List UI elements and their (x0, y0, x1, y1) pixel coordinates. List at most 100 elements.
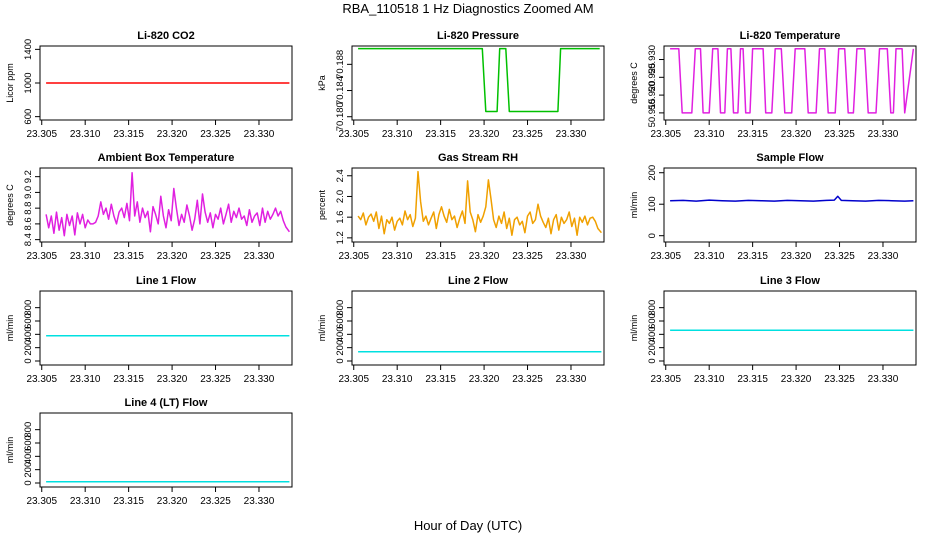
x-tick-label: 23.325 (824, 374, 855, 385)
chart-panel: Sample Flow 23.305 23.310 23.315 23.320 23.32… (629, 152, 917, 262)
x-tick-label: 23.325 (200, 374, 231, 385)
y-tick-label: 200 (335, 340, 346, 356)
chart-title: Sample Flow (756, 152, 824, 164)
y-tick-label: 0 (23, 358, 34, 363)
figure-xlabel: Hour of Day (UTC) (413, 518, 523, 533)
y-tick-label: 0 (647, 233, 658, 238)
y-tick-label: 0 (23, 480, 34, 485)
y-tick-label: 400 (23, 326, 34, 342)
x-tick-label: 23.315 (425, 129, 456, 140)
y-tick-label: 600 (335, 313, 346, 329)
x-tick-label: 23.310 (694, 251, 725, 262)
y-axis-label: ml/min (317, 315, 327, 342)
chart-title: Line 1 Flow (136, 275, 196, 287)
x-tick-label: 23.320 (157, 251, 188, 262)
x-tick-label: 23.330 (556, 251, 587, 262)
chart-panel: Ambient Box Temperature 23.305 23.310 23.31… (5, 152, 293, 262)
x-tick-label: 23.305 (650, 129, 681, 140)
x-tick-label: 23.325 (200, 129, 231, 140)
y-tick-label: 800 (647, 300, 658, 316)
y-tick-label: 100 (647, 196, 658, 212)
chart-panel: Line 3 Flow 23.305 23.310 23.315 23.320 23.32… (629, 275, 917, 385)
plot-frame (351, 290, 605, 366)
plot-frame (39, 290, 293, 366)
x-tick-label: 23.310 (382, 374, 413, 385)
y-tick-label: 9.2 (23, 170, 34, 183)
x-tick-label: 23.330 (556, 129, 587, 140)
y-tick-label: 400 (23, 448, 34, 464)
x-tick-label: 23.315 (425, 374, 456, 385)
y-tick-label: 600 (23, 313, 34, 329)
y-tick-label: 1.2 (335, 231, 346, 244)
y-tick-label: 8.8 (23, 202, 34, 215)
y-axis-label: percent (317, 189, 327, 220)
y-tick-label: 400 (335, 326, 346, 342)
figure-title: RBA_110518 1 Hz Diagnostics Zoomed AM (342, 1, 594, 16)
y-tick-label: 600 (23, 109, 34, 125)
x-tick-label: 23.320 (469, 251, 500, 262)
y-axis-label: kPa (317, 75, 327, 91)
y-axis-label: ml/min (629, 192, 639, 219)
y-tick-label: 200 (23, 340, 34, 356)
y-tick-label: 200 (647, 165, 658, 181)
y-axis-label: degrees C (629, 62, 639, 104)
x-tick-label: 23.330 (868, 374, 899, 385)
x-tick-label: 23.305 (26, 251, 57, 262)
chart-title: Line 4 (LT) Flow (125, 397, 208, 409)
x-tick-label: 23.325 (824, 129, 855, 140)
x-tick-label: 23.310 (382, 251, 413, 262)
x-tick-label: 23.325 (512, 129, 543, 140)
series-line (670, 195, 914, 202)
y-tick-label: 2.0 (335, 190, 346, 203)
chart-title: Line 3 Flow (760, 275, 820, 287)
series-line (358, 47, 600, 113)
chart-panel: Gas Stream RH 23.305 23.310 23.315 23.320 23.… (317, 152, 605, 262)
plot-frame (663, 45, 917, 121)
x-tick-label: 23.320 (157, 374, 188, 385)
x-tick-label: 23.320 (157, 496, 188, 507)
x-tick-label: 23.310 (694, 374, 725, 385)
x-tick-label: 23.320 (469, 374, 500, 385)
x-tick-label: 23.310 (382, 129, 413, 140)
x-tick-label: 23.325 (824, 251, 855, 262)
x-tick-label: 23.305 (26, 496, 57, 507)
x-tick-label: 23.330 (556, 374, 587, 385)
y-tick-label: 8.6 (23, 217, 34, 230)
chart-panel: Li-820 Temperature 23.305 23.310 23.315 23.3… (629, 30, 917, 140)
y-tick-label: 70.180 (335, 102, 346, 131)
x-tick-label: 23.330 (244, 496, 275, 507)
x-tick-label: 23.315 (113, 374, 144, 385)
y-tick-label: 50.915 (647, 98, 658, 127)
y-tick-label: 2.4 (335, 169, 346, 182)
y-tick-label: 70.188 (335, 50, 346, 79)
x-tick-label: 23.325 (512, 251, 543, 262)
y-tick-label: 800 (23, 300, 34, 316)
plot-frame (663, 167, 917, 243)
y-axis-label: ml/min (5, 315, 15, 342)
y-tick-label: 600 (647, 313, 658, 329)
x-tick-label: 23.305 (650, 374, 681, 385)
y-axis-label: ml/min (629, 315, 639, 342)
x-tick-label: 23.305 (338, 129, 369, 140)
x-tick-label: 23.320 (157, 129, 188, 140)
x-tick-label: 23.315 (113, 496, 144, 507)
chart-panel: Line 4 (LT) Flow 23.305 23.310 23.315 23.320… (5, 397, 293, 507)
plot-frame (39, 167, 293, 243)
x-tick-label: 23.305 (338, 251, 369, 262)
y-tick-label: 200 (23, 462, 34, 478)
plot-frame (39, 412, 293, 488)
chart-title: Gas Stream RH (438, 152, 518, 164)
y-tick-label: 50.925 (647, 63, 658, 92)
x-tick-label: 23.315 (113, 129, 144, 140)
y-tick-label: 8.4 (23, 233, 34, 246)
x-tick-label: 23.310 (70, 129, 101, 140)
chart-panel: Line 1 Flow 23.305 23.310 23.315 23.320 23.32… (5, 275, 293, 385)
plot-frame (663, 290, 917, 366)
x-tick-label: 23.330 (244, 251, 275, 262)
x-tick-label: 23.305 (338, 374, 369, 385)
x-tick-label: 23.325 (200, 251, 231, 262)
x-tick-label: 23.330 (244, 374, 275, 385)
x-tick-label: 23.330 (868, 129, 899, 140)
x-tick-label: 23.310 (70, 251, 101, 262)
